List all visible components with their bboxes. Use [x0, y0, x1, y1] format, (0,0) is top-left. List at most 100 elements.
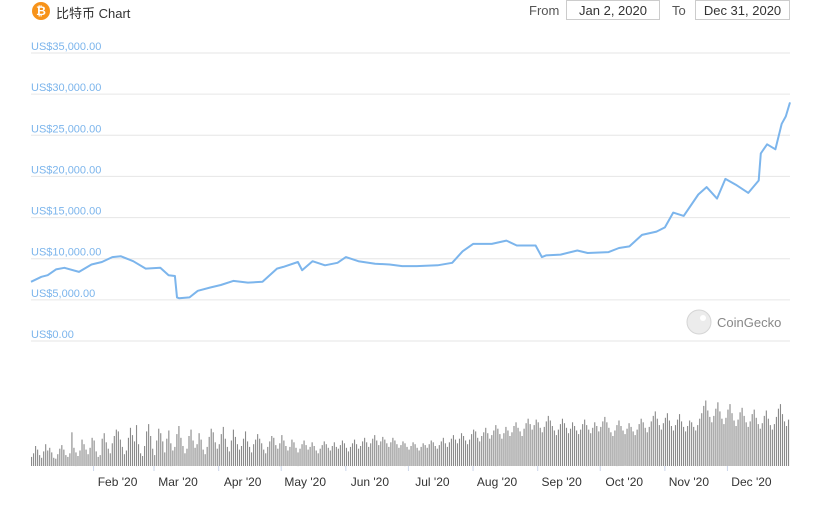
- volume-bar: [279, 443, 281, 467]
- volume-bar: [432, 442, 434, 466]
- volume-bar: [662, 423, 664, 466]
- volume-bar: [55, 458, 57, 466]
- volume-bar: [339, 445, 341, 466]
- volume-bar: [606, 422, 608, 466]
- volume-bar: [351, 443, 354, 467]
- volume-bar: [277, 448, 279, 466]
- volume-bar: [737, 419, 739, 466]
- volume-bar: [156, 440, 158, 466]
- volume-bar: [291, 439, 293, 466]
- volume-bar: [491, 435, 493, 466]
- bitcoin-icon: ₿: [32, 2, 50, 20]
- volume-bar: [81, 439, 83, 466]
- volume-bar: [323, 441, 325, 466]
- volume-bar: [454, 439, 457, 466]
- volume-bar: [180, 437, 182, 466]
- volume-bar: [775, 416, 777, 466]
- volume-bar: [210, 428, 212, 466]
- volume-bar: [204, 454, 206, 466]
- volume-bar: [493, 430, 495, 466]
- chart-title: 比特币 Chart: [56, 6, 131, 21]
- volume-bar: [47, 450, 49, 466]
- volume-bar: [598, 431, 600, 466]
- volume-bar: [719, 411, 721, 466]
- grid-lines: [31, 52, 790, 342]
- volume-bar: [281, 435, 283, 466]
- from-date-input[interactable]: Jan 2, 2020: [566, 0, 660, 20]
- volume-bar: [561, 418, 564, 466]
- x-tick-label: Jun '20: [351, 475, 390, 489]
- volume-bar: [541, 432, 543, 466]
- volume-bar: [721, 418, 723, 466]
- volume-bars: [31, 400, 790, 467]
- volume-bar: [53, 457, 55, 466]
- volume-bar: [487, 433, 489, 466]
- volume-bar: [265, 453, 267, 466]
- volume-bar: [269, 441, 271, 466]
- volume-bar: [345, 447, 348, 466]
- volume-bar: [202, 449, 204, 466]
- volume-bar: [664, 417, 666, 466]
- volume-bar: [717, 402, 719, 466]
- volume-bar: [333, 442, 335, 466]
- volume-bar: [366, 442, 368, 466]
- volume-bar: [666, 413, 668, 466]
- volume-bar: [616, 425, 618, 467]
- volume-bar: [711, 422, 713, 466]
- volume-bar: [105, 442, 107, 466]
- volume-bar: [769, 425, 771, 467]
- volume-bar: [571, 422, 574, 466]
- volume-bar: [65, 455, 67, 466]
- volume-bar: [133, 441, 136, 466]
- volume-bar: [715, 408, 717, 466]
- volume-bar: [624, 434, 626, 466]
- volume-bar: [79, 450, 81, 466]
- volume-bar: [693, 426, 695, 466]
- volume-bar: [739, 412, 741, 466]
- volume-bar: [220, 434, 222, 466]
- volume-bar: [559, 424, 561, 466]
- price-series-line[interactable]: [30, 102, 791, 300]
- volume-bar: [725, 417, 727, 466]
- volume-bar: [376, 440, 378, 466]
- volume-bar: [596, 426, 598, 466]
- volume-bar: [519, 431, 521, 466]
- volume-bar: [422, 443, 424, 467]
- volume-bar: [301, 444, 303, 466]
- volume-bar: [759, 428, 761, 466]
- volume-bar: [660, 429, 662, 466]
- volume-bar: [473, 429, 475, 466]
- volume-bar: [240, 446, 243, 466]
- volume-bar: [162, 441, 164, 466]
- volume-bar: [578, 434, 580, 466]
- y-tick-label: US$0.00: [31, 329, 74, 341]
- volume-bar: [672, 430, 675, 466]
- volume-bar: [753, 409, 755, 466]
- volume-bar: [751, 414, 753, 466]
- volume-bar: [539, 427, 541, 466]
- x-tick-label: Oct '20: [605, 475, 643, 489]
- volume-bar: [567, 433, 570, 466]
- volume-bar: [358, 448, 360, 466]
- volume-bar: [743, 415, 745, 466]
- volume-bar: [408, 449, 410, 466]
- volume-bar: [745, 422, 747, 466]
- volume-bar: [293, 442, 295, 466]
- volume-bar: [723, 424, 725, 466]
- volume-bar: [244, 431, 247, 466]
- volume-bar: [614, 430, 616, 466]
- volume-bar: [610, 432, 612, 466]
- volume-bar: [101, 438, 103, 466]
- volume-bar: [547, 415, 549, 466]
- volume-bar: [699, 418, 701, 466]
- volume-bar: [507, 430, 509, 466]
- volume-bar: [115, 429, 117, 466]
- to-date-input[interactable]: Dec 31, 2020: [695, 0, 790, 20]
- volume-bar: [249, 446, 251, 466]
- y-tick-label: US$30,000.00: [31, 82, 101, 94]
- volume-bar: [747, 426, 749, 466]
- volume-bar: [733, 420, 735, 466]
- volume-bar: [600, 426, 602, 466]
- volume-bar: [253, 444, 255, 466]
